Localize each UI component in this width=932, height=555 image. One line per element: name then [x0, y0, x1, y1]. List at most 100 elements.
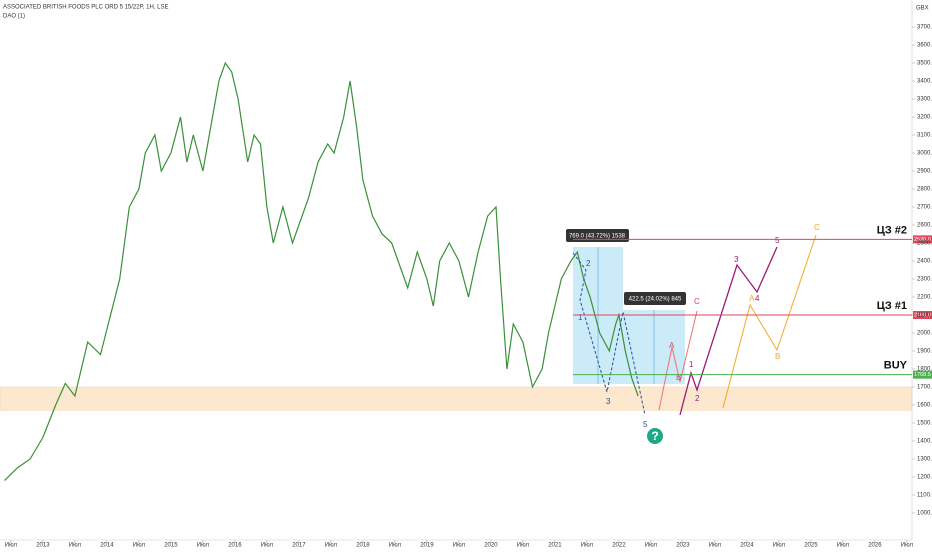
price-badge — [913, 311, 932, 319]
wave-label: C — [814, 223, 820, 232]
wave-label: B — [676, 373, 681, 382]
x-tick-label: 2019 — [420, 543, 434, 549]
y-tick-label: 1700.0 — [917, 385, 932, 391]
wave-label: 3 — [734, 255, 739, 264]
x-tick-label: Июл — [325, 543, 338, 549]
x-tick-label: 2015 — [164, 543, 178, 549]
x-tick-label: 2013 — [36, 543, 50, 549]
wave-label: C — [694, 297, 700, 306]
wave-label: 2 — [586, 259, 591, 268]
support-zone — [0, 386, 913, 411]
y-tick-label: 3700.0 — [917, 25, 932, 31]
measure-label: 769.0 (43.72%) 1538 — [569, 234, 626, 240]
question-mark: ? — [651, 429, 658, 443]
y-tick-label: 2400.0 — [917, 259, 932, 265]
wave-label: 3 — [606, 397, 611, 406]
y-tick-label: 2000.0 — [917, 331, 932, 337]
x-tick-label: Июл — [581, 543, 594, 549]
wave-label: B — [775, 352, 780, 361]
y-tick-label: 3000.0 — [917, 151, 932, 157]
x-tick-label: 2016 — [228, 543, 242, 549]
x-tick-label: Июл — [773, 543, 786, 549]
y-tick-label: 3500.0 — [917, 61, 932, 67]
y-tick-label: 2600.0 — [917, 223, 932, 229]
x-tick-label: Июл — [69, 543, 82, 549]
question-icon — [647, 428, 663, 444]
wave-label: 4 — [755, 294, 760, 303]
y-tick-label: 2100.0 — [917, 313, 932, 319]
price-badge-label: 2520.0 — [914, 237, 931, 243]
y-tick-label: 2800.0 — [917, 187, 932, 193]
x-tick-label: 2014 — [100, 543, 114, 549]
y-tick-label: 1200.0 — [917, 475, 932, 481]
x-tick-label: Июл — [709, 543, 722, 549]
y-tick-label: 1100.0 — [917, 493, 932, 499]
price-badge — [913, 235, 932, 244]
x-tick-label: 2023 — [676, 543, 690, 549]
wave-count — [572, 252, 646, 416]
wave-label: A — [669, 341, 675, 350]
zone-layer — [0, 386, 913, 411]
y-tick-label: 2500.0 — [917, 241, 932, 247]
grid-layer — [10, 26, 915, 543]
y-tick-label: 1800.0 — [917, 367, 932, 373]
projection — [679, 246, 778, 416]
y-tick-label: 3300.0 — [917, 97, 932, 103]
x-tick-label: Июл — [901, 543, 914, 549]
y-tick-label: 2300.0 — [917, 277, 932, 283]
measure-label-bg — [624, 292, 686, 305]
y-tick-label: 1300.0 — [917, 457, 932, 463]
price-badge-label: 1768.5 — [914, 372, 931, 378]
chart-title: ASSOCIATED BRITISH FOODS PLC ORD 5 15/22… — [3, 5, 169, 11]
x-tick-label: Июл — [837, 543, 850, 549]
x-tick-label: Июл — [197, 543, 210, 549]
y-tick-label: 3600.0 — [917, 43, 932, 49]
y-tick-label: 1400.0 — [917, 439, 932, 445]
x-tick-label: 2025 — [804, 543, 818, 549]
y-tick-label: 1500.0 — [917, 421, 932, 427]
x-tick-label: Июл — [5, 543, 18, 549]
x-tick-label: 2022 — [612, 543, 626, 549]
y-tick-label: 3200.0 — [917, 115, 932, 121]
x-tick-label: 2018 — [356, 543, 370, 549]
wave-label: 5 — [643, 420, 648, 429]
level-label: BUY — [884, 360, 908, 372]
y-tick-label: 3100.0 — [917, 133, 932, 139]
y-tick-label: 1000.0 — [917, 511, 932, 517]
measure-label-bg — [566, 229, 629, 242]
y-tick-label: 2700.0 — [917, 205, 932, 211]
x-tick-label: 2020 — [484, 543, 498, 549]
y-tick-label: 1900.0 — [917, 349, 932, 355]
price-layer — [4, 61, 639, 482]
x-tick-label: Июл — [389, 543, 402, 549]
y-tick-label: 1600.0 — [917, 403, 932, 409]
y-tick-label: 3400.0 — [917, 79, 932, 85]
price-badge — [913, 370, 932, 379]
projection — [658, 310, 698, 411]
level-label: ЦЗ #2 — [877, 224, 907, 236]
x-tick-label: 2021 — [548, 543, 562, 549]
x-tick-label: Июл — [645, 543, 658, 549]
wave-label: 2 — [695, 394, 700, 403]
x-tick-label: 2017 — [292, 543, 306, 549]
x-tick-label: Июл — [133, 543, 146, 549]
x-tick-label: Июл — [261, 543, 274, 549]
price-badge-label: 2100.0 — [914, 312, 931, 318]
y-tick-label: 2200.0 — [917, 295, 932, 301]
x-tick-label: 2024 — [740, 543, 754, 549]
x-tick-label: Июл — [517, 543, 530, 549]
x-tick-label: 2026 — [868, 543, 882, 549]
projection — [722, 234, 817, 409]
y-tick-label: 2900.0 — [917, 169, 932, 175]
wave-label: 1 — [578, 313, 583, 322]
indicator-label: DAO (1) — [3, 14, 25, 20]
measure-label: 422.5 (24.02%) 845 — [629, 297, 682, 303]
x-tick-label: Июл — [453, 543, 466, 549]
currency-label: GBX — [916, 6, 929, 12]
wave-label: 1 — [689, 360, 694, 369]
price-line — [4, 61, 639, 482]
levels-layer: 2520.0 ЦЗ #2 2100.0 ЦЗ #1 1768.5 BUY — [573, 224, 932, 379]
wave-label: 5 — [775, 236, 780, 245]
